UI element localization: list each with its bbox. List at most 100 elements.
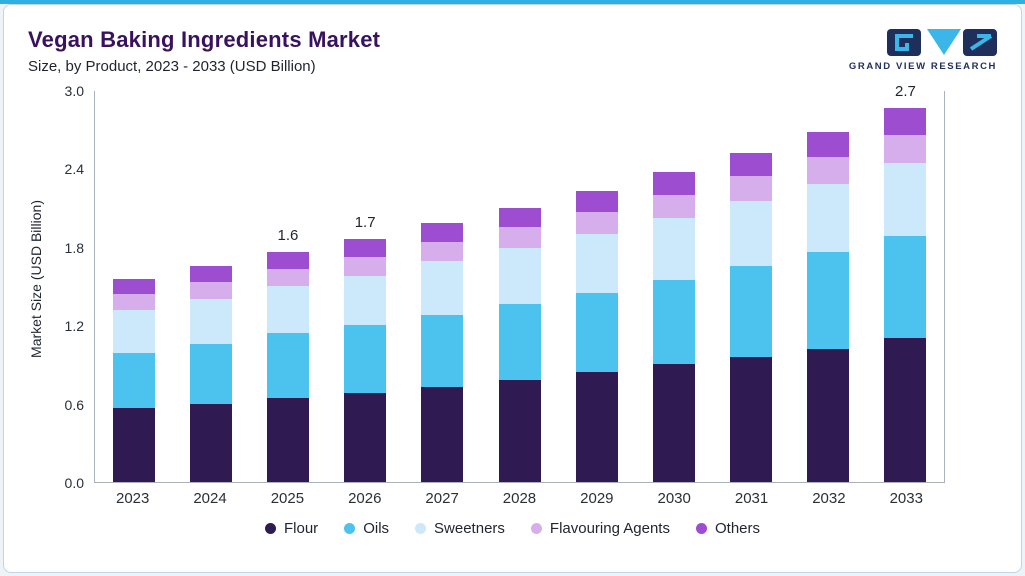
- legend-label: Others: [714, 520, 760, 537]
- bar-segment-flour: [730, 356, 773, 482]
- legend-item-flour: Flour: [265, 520, 318, 537]
- legend-swatch: [695, 523, 707, 534]
- bar-segment-flavouring-agents: [112, 293, 155, 310]
- y-tick-label: 1.8: [64, 239, 84, 256]
- bar-column-2024: [172, 91, 249, 482]
- bar-segment-flour: [884, 338, 927, 482]
- legend-label: Sweetners: [434, 520, 505, 537]
- bar-segment-others: [652, 172, 695, 195]
- bar-segment-others: [884, 108, 927, 135]
- y-tick-label: 2.4: [64, 161, 84, 178]
- x-tick-label: 2025: [270, 490, 305, 507]
- legend-label: Oils: [363, 520, 390, 537]
- bar-segment-flavouring-agents: [652, 194, 695, 219]
- gvr-logo-mark: [886, 29, 997, 56]
- bar-segment-flavouring-agents: [884, 134, 927, 164]
- bar-segment-flour: [498, 380, 541, 482]
- bar-segment-oils: [189, 343, 232, 404]
- bar-segment-sweetners: [652, 218, 695, 280]
- bar-stack: [189, 266, 232, 482]
- bar-segment-sweetners: [112, 309, 155, 353]
- legend-swatch: [265, 523, 276, 534]
- legend-label: Flour: [284, 520, 319, 537]
- x-tick-label: 2032: [812, 490, 846, 507]
- x-tick-label: 2031: [734, 490, 769, 507]
- bar-segment-others: [266, 252, 309, 270]
- bar-segment-flour: [807, 348, 850, 482]
- bar-column-2031: [713, 91, 790, 482]
- bar-segment-flavouring-agents: [498, 227, 541, 249]
- bar-segment-oils: [807, 252, 850, 349]
- legend-swatch: [530, 523, 542, 534]
- gvr-logo-text: GRAND VIEW RESEARCH: [848, 61, 997, 72]
- bar-stack: [421, 223, 464, 482]
- bar-value-label: 1.7: [354, 213, 376, 231]
- bar-column-2023: [95, 91, 172, 482]
- bar-segment-sweetners: [421, 261, 464, 315]
- bar-stack: [884, 108, 927, 482]
- bar-column-2028: [481, 91, 558, 482]
- y-axis-title-wrap: Market Size (USD Billion): [28, 91, 50, 507]
- header: Vegan Baking Ingredients Market Size, by…: [28, 5, 997, 75]
- bar-column-2029: [558, 91, 635, 482]
- bar-segment-others: [575, 190, 618, 212]
- bar-segment-flavouring-agents: [575, 211, 618, 234]
- y-axis-ticks: 0.0 0.6 1.2 1.8 2.4 3.0: [50, 83, 94, 491]
- bar-segment-flavouring-agents: [807, 156, 850, 185]
- bar-segment-others: [344, 238, 387, 258]
- x-tick-label: 2033: [889, 490, 923, 507]
- bar-segment-flavouring-agents: [730, 176, 773, 202]
- legend-item-others: Others: [695, 520, 760, 537]
- x-tick-label: 2027: [425, 490, 459, 507]
- bar-column-2033: 2.7: [867, 83, 944, 482]
- legend-item-flavouring-agents: Flavouring Agents: [530, 520, 670, 537]
- bar-stack: [807, 131, 850, 482]
- bar-segment-sweetners: [575, 233, 618, 293]
- bar-segment-others: [498, 207, 541, 228]
- bar-value-label: 2.7: [895, 83, 916, 101]
- chart-legend: Flour Oils Sweetners Flavouring Agents Other…: [28, 520, 997, 537]
- bar-value-label: 1.6: [277, 227, 299, 245]
- bar-segment-oils: [730, 266, 773, 357]
- page-title: Vegan Baking Ingredients Market: [28, 27, 381, 52]
- legend-swatch: [344, 523, 356, 534]
- legend-label: Flavouring Agents: [549, 520, 670, 537]
- bar-segment-others: [730, 152, 773, 177]
- bar-segment-sweetners: [884, 163, 927, 237]
- bar-segment-flavouring-agents: [421, 241, 464, 262]
- bar-stack: [498, 207, 541, 482]
- y-tick-label: 0.6: [64, 396, 84, 413]
- bar-stack: [575, 190, 618, 482]
- x-tick-label: 2030: [657, 490, 691, 507]
- y-tick-label: 3.0: [64, 83, 84, 99]
- page-subtitle: Size, by Product, 2023 - 2033 (USD Billi…: [28, 58, 316, 75]
- bar-stack: [652, 172, 695, 482]
- x-tick-label: 2026: [348, 490, 382, 507]
- bar-segment-sweetners: [730, 201, 773, 267]
- bar-segment-others: [112, 279, 155, 294]
- bar-column-2032: [790, 91, 867, 482]
- bar-stack: [730, 152, 773, 482]
- bar-segment-oils: [884, 236, 927, 339]
- bar-column-2025: 1.6: [249, 91, 326, 482]
- plot-outer: 1.6 1.7 2.7 2023 2024 2025 2026 2027 2028 2029 20…: [94, 83, 945, 507]
- x-tick-label: 2028: [502, 490, 537, 507]
- legend-item-sweetners: Sweetners: [415, 520, 505, 537]
- bar-segment-sweetners: [344, 275, 387, 326]
- bar-segment-oils: [112, 352, 155, 408]
- bar-segment-oils: [652, 279, 695, 365]
- bar-segment-oils: [575, 292, 618, 373]
- bar-segment-flavouring-agents: [189, 282, 232, 300]
- x-axis-labels: 2023 2024 2025 2026 2027 2028 2029 2030 2031 2032…: [94, 490, 945, 507]
- bar-segment-flour: [189, 403, 232, 482]
- legend-item-oils: Oils: [344, 520, 389, 537]
- bar-column-2026: 1.7: [327, 91, 404, 482]
- bar-segment-flavouring-agents: [344, 257, 387, 276]
- bar-segment-sweetners: [266, 286, 309, 334]
- bar-segment-sweetners: [807, 184, 850, 253]
- legend-swatch: [415, 523, 427, 534]
- bar-segment-flour: [112, 407, 155, 482]
- bar-column-2030: [635, 91, 712, 482]
- bar-segment-oils: [498, 304, 541, 381]
- bar-segment-flour: [652, 364, 695, 482]
